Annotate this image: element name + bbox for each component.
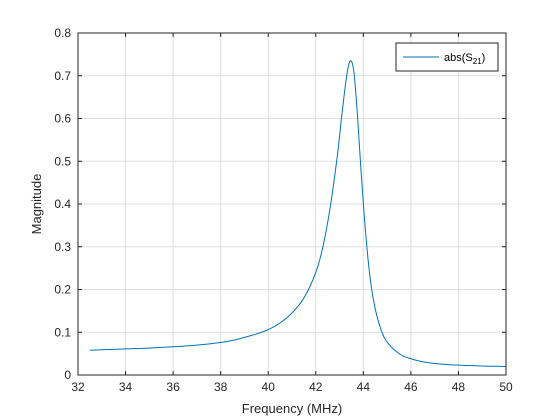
x-tick-label: 50	[499, 380, 513, 394]
y-tick-label: 0.5	[54, 154, 71, 168]
x-tick-label: 48	[452, 380, 466, 394]
y-axis-label: Magnitude	[29, 174, 44, 235]
y-tick-label: 0.6	[54, 112, 71, 126]
y-tick-label: 0.1	[54, 325, 71, 339]
x-tick-label: 46	[404, 380, 418, 394]
y-tick-label: 0.4	[54, 197, 71, 211]
x-tick-label: 38	[214, 380, 228, 394]
x-tick-label: 42	[309, 380, 323, 394]
y-tick-label: 0.3	[54, 240, 71, 254]
x-tick-label: 40	[262, 380, 276, 394]
legend-label-sub: 21	[473, 57, 482, 66]
legend: abs(S21)	[395, 42, 499, 72]
x-tick-label: 44	[357, 380, 371, 394]
y-tick-label: 0.8	[54, 26, 71, 40]
series-line-s21	[89, 60, 507, 367]
ticks: 32 34 36 38 40 42 44 46 48 50 0 0.1 0.2 0.3 0.4 0.5 0.6 0…	[54, 26, 513, 394]
legend-entry: abs(S21)	[444, 52, 485, 66]
x-tick-label: 36	[166, 380, 180, 394]
legend-label-close: )	[482, 52, 486, 64]
x-tick-label: 34	[119, 380, 133, 394]
legend-label-main: abs(S	[444, 52, 473, 64]
y-tick-label: 0	[64, 368, 71, 382]
x-axis-label: Frequency (MHz)	[242, 401, 342, 416]
series-layer	[89, 60, 507, 367]
y-tick-label: 0.2	[54, 283, 71, 297]
y-tick-label: 0.7	[54, 69, 71, 83]
x-tick-label: 32	[71, 380, 85, 394]
